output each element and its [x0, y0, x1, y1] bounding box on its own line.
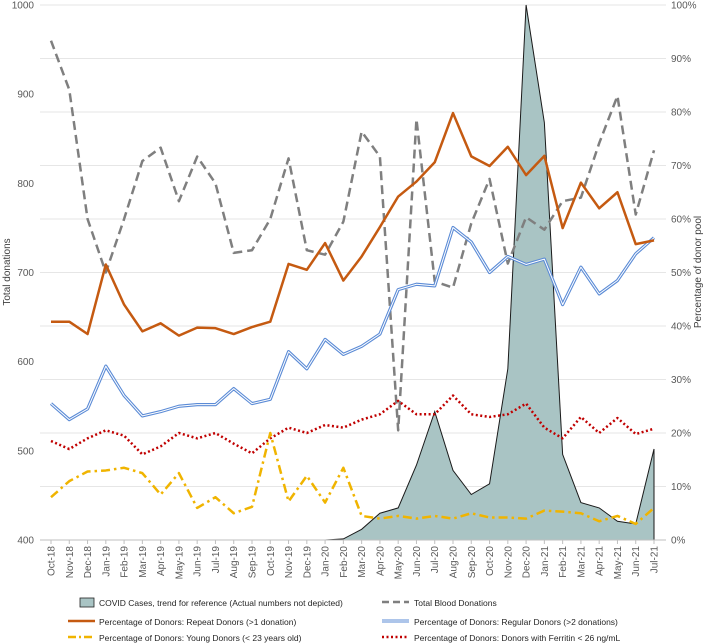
series-line-percentage-of-donors-regular-donors-2-donations	[49, 225, 656, 422]
left-tick-label: 700	[17, 268, 34, 279]
x-tick-label: Aug-20	[449, 546, 460, 579]
right-y-axis: 0% 10% 20% 30% 40% 50% 60% 70% 80% 90% 100%	[671, 1, 697, 547]
legend-label-ferritin: Percentage of Donors: Donors with Ferrit…	[414, 633, 620, 643]
series-layer	[49, 40, 656, 526]
x-tick-label: Dec-20	[522, 546, 533, 579]
right-tick-label: 30%	[671, 375, 691, 386]
left-tick-label: 1000	[12, 1, 35, 12]
x-tick-label: Jan-21	[540, 546, 551, 577]
x-tick-label: Feb-19	[120, 546, 131, 578]
right-tick-label: 0%	[671, 536, 686, 547]
legend-label-regular: Percentage of Donors: Regular Donors (>2…	[414, 617, 618, 627]
right-tick-label: 50%	[671, 268, 691, 279]
x-tick-label: Nov-20	[503, 546, 514, 579]
x-tick-label: Mar-20	[357, 546, 368, 578]
x-tick-label: Mar-21	[576, 546, 587, 578]
x-tick-label: Feb-20	[339, 546, 350, 578]
right-tick-label: 90%	[671, 54, 691, 65]
left-tick-label: 600	[17, 357, 34, 368]
right-tick-label: 40%	[671, 322, 691, 333]
x-tick-label: Sep-19	[248, 546, 259, 579]
x-tick-label: Oct-19	[266, 546, 277, 576]
x-tick-label: Dec-19	[302, 546, 313, 579]
x-tick-label: Oct-18	[47, 546, 58, 576]
right-tick-label: 80%	[671, 108, 691, 119]
series-line-percentage-of-donors-repeat-donors-1-donation	[51, 111, 655, 337]
x-tick-label: Nov-19	[284, 546, 295, 579]
x-tick-label: Jul-19	[211, 546, 222, 574]
series-line-percentage-of-donors-donors-with-ferritin-26-ng-ml	[50, 394, 655, 456]
x-tick-label: Jun-21	[631, 546, 642, 577]
right-tick-label: 70%	[671, 161, 691, 172]
series-line-total-blood-donations	[49, 40, 656, 432]
right-tick-label: 20%	[671, 429, 691, 440]
x-tick-label: Jul-21	[650, 546, 661, 574]
x-tick-label: Apr-21	[595, 546, 606, 576]
x-tick-label: May-20	[394, 546, 405, 580]
x-tick-label: Oct-20	[485, 546, 496, 576]
x-tick-label: Sep-20	[467, 546, 478, 579]
right-tick-label: 60%	[671, 215, 691, 226]
x-tick-label: May-21	[613, 546, 624, 580]
left-axis-title: Total donations	[2, 238, 13, 305]
x-tick-label: Mar-19	[138, 546, 149, 578]
legend-label-repeat: Percentage of Donors: Repeat Donors (>1 …	[99, 617, 296, 627]
legend-label-total: Total Blood Donations	[414, 598, 497, 608]
left-tick-label: 900	[17, 90, 34, 101]
legend: COVID Cases, trend for reference (Actual…	[68, 597, 620, 643]
left-tick-label: 400	[17, 536, 34, 547]
series-line-percentage-of-donors-regular-donors-2-donations-inner	[50, 227, 655, 421]
left-y-axis: 400 500 600 700 800 900 1000	[12, 1, 35, 547]
x-tick-label: Dec-18	[83, 546, 94, 579]
legend-swatch-covid	[79, 597, 95, 608]
left-tick-label: 800	[17, 179, 34, 190]
gridlines	[40, 4, 666, 541]
x-tick-label: Jun-20	[412, 546, 423, 577]
left-tick-label: 500	[17, 446, 34, 457]
x-tick-label: May-19	[174, 546, 185, 580]
x-tick-label: Apr-20	[375, 546, 386, 576]
right-tick-label: 10%	[671, 482, 691, 493]
x-tick-label: Feb-21	[558, 546, 569, 578]
right-tick-label: 100%	[671, 1, 697, 12]
x-tick-label: Aug-19	[229, 546, 240, 579]
legend-label-covid: COVID Cases, trend for reference (Actual…	[99, 598, 343, 608]
x-tick-label: Jan-19	[101, 546, 112, 577]
x-tick-label: Nov-18	[65, 546, 76, 579]
x-tick-label: Apr-19	[156, 546, 167, 576]
x-tick-label: Jan-20	[321, 546, 332, 577]
x-axis: Oct-18 Nov-18 Dec-18 Jan-19 Feb-19 Mar-19 Apr-…	[47, 540, 661, 579]
legend-label-young: Percentage of Donors: Young Donors (< 23…	[99, 633, 302, 643]
x-tick-label: Jun-19	[193, 546, 204, 577]
x-tick-label: Jul-20	[430, 546, 441, 574]
right-axis-title: Percentage of donor pool	[693, 216, 704, 328]
